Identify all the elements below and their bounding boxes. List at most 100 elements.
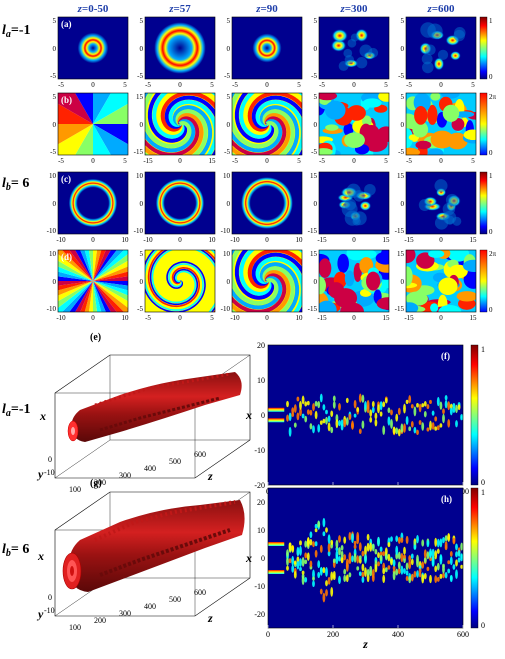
panel-h-letter: (h): [441, 494, 452, 504]
x-tick-1-3-2: 5: [384, 157, 388, 165]
row-label-la-e: la=-1: [2, 402, 31, 419]
column-header-4: z=600: [426, 3, 455, 15]
x-tick-1-1-1: 0: [178, 157, 182, 165]
column-header-1: z=57: [168, 3, 191, 15]
x-tick-0-1-1: 0: [178, 81, 182, 89]
y-tick-3-2-0: 10: [223, 250, 231, 258]
x-tick-1-4-1: 0: [439, 157, 443, 165]
panel-h-y-tick-3: -10: [254, 582, 265, 591]
x-tick-2-1-0: -10: [143, 236, 153, 244]
panel-f-y-tick-1: 10: [257, 376, 265, 385]
colorbar-1: [479, 92, 488, 156]
colorbar-3: [479, 249, 488, 313]
x-tick-2-4-0: -15: [404, 236, 414, 244]
panel-e-3d: (e) x y z 0 -10 100 200 300 400 500 600: [36, 332, 251, 494]
panel-row_d-0: 10 0 -10-10 0 10 (d): [47, 249, 129, 322]
y-tick-3-1-1: 0: [140, 278, 144, 286]
y-tick-0-2-2: -5: [224, 72, 230, 80]
x-tick-0-3-2: 5: [384, 81, 388, 89]
panel-letter-2: (c): [61, 174, 71, 184]
x-tick-3-3-0: -15: [317, 314, 327, 322]
panel-letter-0: (a): [61, 19, 72, 29]
panel-row_b-3: 5 0 -5-5 0 5: [311, 92, 390, 165]
y-tick-3-3-2: -15: [308, 305, 318, 313]
panel-row_a-2: 5 0 -5-5 0 5: [224, 16, 303, 89]
panel-f-letter: (f): [441, 351, 450, 361]
panel-h-x-tick-0: 0: [266, 630, 270, 639]
panel-g-z-ticks: 100 200 300 400 500 600: [69, 588, 206, 632]
colorbar-top-0: 1: [489, 17, 493, 25]
y-tick-3-4-2: -15: [395, 305, 405, 313]
x-tick-3-4-1: 0: [439, 314, 443, 322]
y-tick-1-3-2: -5: [311, 148, 317, 156]
panel-h-y-tick-1: 10: [257, 526, 265, 535]
x-tick-1-0-0: -5: [58, 157, 64, 165]
y-tick-2-4-0: 15: [397, 172, 405, 180]
x-tick-2-2-1: 0: [265, 236, 269, 244]
panel-e-y-tick-0: 0: [48, 455, 52, 464]
panel-f-y-tick-3: -10: [254, 446, 265, 455]
x-tick-1-1-2: 15: [209, 157, 217, 165]
panel-h-colorbar: [470, 487, 479, 629]
y-tick-2-1-1: 0: [140, 200, 144, 208]
row-label-lb-g: lb= 6: [2, 542, 29, 559]
e-zticks-2: 300: [119, 471, 131, 480]
y-tick-0-3-2: -5: [311, 72, 317, 80]
x-tick-3-2-1: 0: [265, 314, 269, 322]
panel-e-x-label: x: [39, 409, 46, 423]
x-tick-2-3-1: 0: [352, 236, 356, 244]
y-tick-2-0-2: -10: [47, 227, 57, 235]
y-tick-2-0-0: 10: [49, 172, 57, 180]
g-zticks-0: 100: [69, 623, 81, 632]
x-tick-1-4-2: 5: [471, 157, 475, 165]
x-tick-3-3-2: 15: [383, 314, 391, 322]
panel-f-colorbar: [470, 344, 479, 486]
x-tick-0-3-1: 0: [352, 81, 356, 89]
colorbar-top-3: 2π: [489, 250, 497, 258]
x-tick-2-0-2: 10: [122, 236, 130, 244]
panel-letter-3: (d): [61, 252, 72, 262]
y-tick-0-2-0: 5: [227, 17, 231, 25]
x-tick-3-0-1: 0: [91, 314, 95, 322]
panel-h-x-tick-1: 200: [327, 630, 339, 639]
panel-f-y-tick-4: -20: [254, 481, 265, 490]
panel-row_a-4: 5 0 -5-5 0 5: [398, 16, 477, 89]
colorbar-2: [479, 171, 488, 235]
y-tick-1-0-2: -5: [50, 148, 56, 156]
x-tick-1-2-1: 0: [265, 157, 269, 165]
e-zticks-4: 500: [169, 457, 181, 466]
panel-e-z-ticks: 100 200 300 400 500 600: [69, 450, 206, 494]
y-tick-1-3-0: 5: [314, 93, 318, 101]
y-tick-1-3-1: 0: [314, 121, 318, 129]
y-tick-0-2-1: 0: [227, 45, 231, 53]
y-tick-3-2-1: 0: [227, 278, 231, 286]
x-tick-0-2-1: 0: [265, 81, 269, 89]
colorbar-0: [479, 16, 488, 80]
panel-row_d-1: 5 0 -5-5 0 5: [137, 249, 216, 322]
y-tick-2-2-1: 0: [227, 200, 231, 208]
y-tick-2-1-0: 10: [136, 172, 144, 180]
y-tick-3-0-1: 0: [53, 278, 57, 286]
y-tick-0-4-0: 5: [401, 17, 405, 25]
y-tick-1-1-1: 0: [140, 121, 144, 129]
colorbar-bottom-0: 0: [489, 73, 493, 81]
panel-h-ylabel: x: [245, 551, 252, 565]
panel-e-letter: (e): [90, 332, 101, 343]
y-tick-2-2-2: -10: [221, 227, 231, 235]
x-tick-2-2-0: -10: [230, 236, 240, 244]
column-header-2: z=90: [255, 3, 278, 15]
g-zticks-4: 500: [169, 595, 181, 604]
panel-row_c-4: 15 0 -15-15 0 15: [395, 171, 477, 244]
x-tick-2-1-1: 0: [178, 236, 182, 244]
row-label-lb: lb= 6: [2, 176, 29, 193]
y-tick-2-3-0: 15: [310, 172, 318, 180]
panel-letter-1: (b): [61, 95, 72, 105]
x-tick-0-1-0: -5: [145, 81, 151, 89]
panel-g-y-tick-1: -10: [44, 606, 55, 615]
panel-f-beam: [268, 418, 285, 423]
panel-row_d-2: 10 0 -10-10 0 10: [221, 249, 303, 322]
y-tick-1-2-0: 5: [227, 93, 231, 101]
panel-row_d-4: 15 0 -15-15 0 15: [395, 249, 477, 322]
y-tick-1-4-0: 5: [401, 93, 405, 101]
x-tick-2-1-2: 10: [209, 236, 217, 244]
